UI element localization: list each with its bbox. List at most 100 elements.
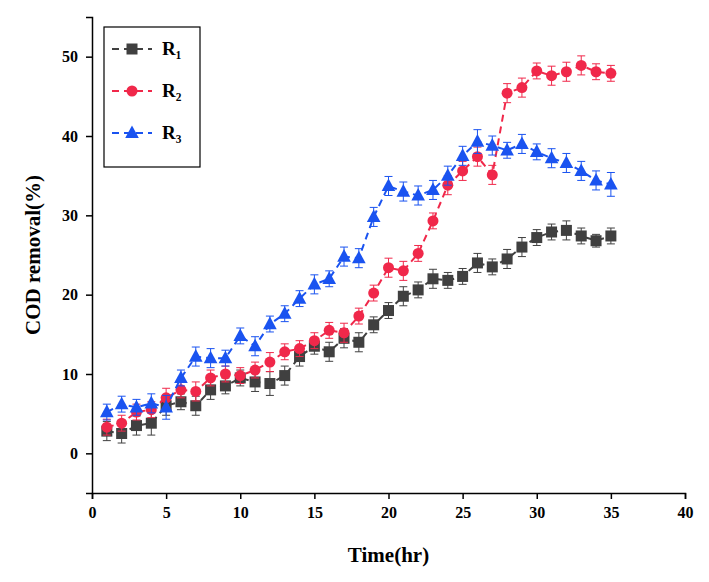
error-bar-cap [444, 185, 452, 186]
error-bar-cap [355, 267, 363, 268]
error-bar-cap [533, 63, 541, 64]
error-bar-cap [132, 420, 140, 421]
tick-label: 20 [381, 504, 397, 521]
error-bar-cap [340, 342, 348, 343]
error-bar-cap [355, 351, 363, 352]
marker [175, 384, 186, 395]
error-bar-cap [221, 393, 229, 394]
error-bar-cap [518, 256, 526, 257]
marker [174, 370, 188, 383]
marker [427, 215, 438, 226]
marker [427, 273, 438, 284]
error-bar-cap [296, 356, 304, 357]
tick-label: 10 [233, 504, 249, 521]
tick-label: 40 [678, 504, 694, 521]
error-bar-cap [221, 366, 229, 367]
legend-marker [127, 44, 138, 55]
error-bar-cap [325, 338, 333, 339]
error-bar-cap [562, 81, 570, 82]
marker [309, 335, 320, 346]
marker [205, 372, 216, 383]
marker [487, 169, 498, 180]
error-bar-cap [577, 74, 585, 75]
error-bar-cap [548, 148, 556, 149]
marker [204, 351, 218, 364]
error-bar-cap [132, 399, 140, 400]
error-bar-cap [103, 435, 111, 436]
error-bar-cap [518, 97, 526, 98]
tick: 40 [678, 493, 694, 521]
marker [324, 325, 335, 336]
error-bar-cap [207, 385, 215, 386]
marker [471, 134, 485, 147]
error-bar-cap [518, 78, 526, 79]
marker [487, 261, 498, 272]
tick: 30 [62, 207, 92, 224]
error-bar-cap [325, 322, 333, 323]
error-bar-cap [592, 63, 600, 64]
x-axis: 0510152025303540 [89, 493, 694, 521]
error-bar-cap [444, 194, 452, 195]
error-bar-cap [518, 237, 526, 238]
marker [367, 209, 381, 222]
error-bar-cap [132, 415, 140, 416]
tick-mark [86, 453, 92, 455]
tick-mark [314, 493, 316, 499]
tick: 35 [603, 493, 619, 521]
legend-entry: R₃ [112, 122, 182, 143]
marker [219, 351, 233, 364]
marker [146, 418, 157, 429]
error-bar-cap [266, 352, 274, 353]
marker [546, 70, 557, 81]
error-bar-cap [473, 272, 481, 273]
error-bar-cap [459, 180, 467, 181]
error-bar-cap [399, 201, 407, 202]
tick-label: 0 [70, 445, 78, 462]
marker [472, 257, 483, 268]
series [100, 130, 618, 420]
error-bar-cap [444, 272, 452, 273]
error-bar-cap [414, 245, 422, 246]
error-bar-cap [399, 305, 407, 306]
tick-mark [685, 493, 687, 499]
error-bar-cap [577, 180, 585, 181]
error-bar-cap [562, 172, 570, 173]
error-bar-cap [533, 229, 541, 230]
error-bar-cap [310, 332, 318, 333]
legend-label: R₃ [162, 122, 182, 143]
error-bar-cap [488, 258, 496, 259]
marker [457, 271, 468, 282]
error-bar-cap [592, 79, 600, 80]
error-bar-cap [325, 361, 333, 362]
marker [293, 291, 307, 304]
error-bar-cap [251, 336, 259, 337]
marker [589, 173, 603, 186]
error-bar-cap [103, 440, 111, 441]
error-bar-cap [429, 180, 437, 181]
error-bar-cap [251, 355, 259, 356]
error-bar-cap [266, 316, 274, 317]
error-bar-cap [266, 371, 274, 372]
marker [368, 288, 379, 299]
chart: 051015202530354001020304050R₁R₂R₃Time(hr… [0, 0, 709, 582]
tick: 25 [455, 493, 471, 521]
tick-label: 15 [307, 504, 323, 521]
marker [220, 380, 231, 391]
tick-label: 20 [62, 286, 78, 303]
error-bar-cap [147, 435, 155, 436]
error-bar-cap [340, 347, 348, 348]
error-bar-cap [296, 290, 304, 291]
tick-mark [240, 493, 242, 499]
error-bar-cap [118, 415, 126, 416]
error-bar-cap [592, 247, 600, 248]
marker [263, 317, 277, 330]
error-bar-cap [429, 212, 437, 213]
tick-label: 5 [163, 504, 171, 521]
error-bar-cap [548, 167, 556, 168]
series-line [107, 230, 611, 433]
error-bar-cap [325, 270, 333, 271]
legend-entry: R₁ [112, 38, 181, 59]
error-bar-cap [488, 274, 496, 275]
marker [500, 143, 514, 156]
error-bar-cap [310, 293, 318, 294]
